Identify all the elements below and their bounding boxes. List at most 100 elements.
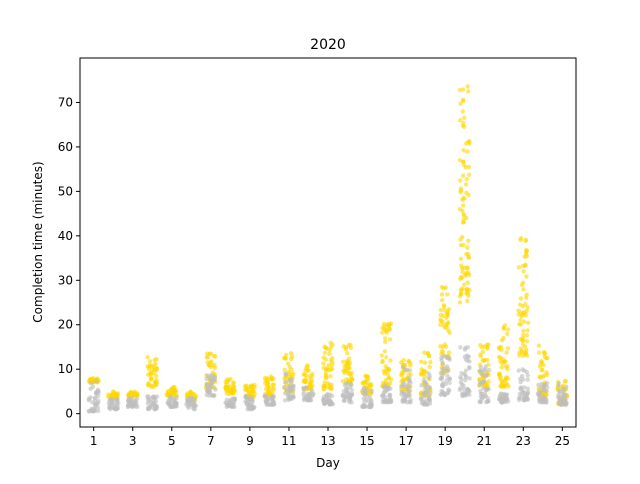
data-point (461, 216, 466, 222)
data-point (153, 373, 159, 379)
data-point (483, 364, 488, 369)
data-point (283, 372, 288, 377)
data-point (466, 89, 471, 94)
data-point (209, 372, 214, 378)
data-point (457, 157, 463, 163)
y-tick-label: 0 (65, 407, 73, 421)
data-point (290, 391, 296, 397)
data-point (269, 377, 274, 382)
data-point (520, 280, 526, 285)
data-point (521, 319, 527, 324)
data-point (422, 350, 427, 355)
data-point (386, 323, 391, 329)
data-point (477, 382, 482, 388)
y-tick-label: 60 (58, 140, 73, 154)
data-point (460, 220, 466, 225)
data-point (542, 396, 547, 401)
data-point (327, 351, 332, 357)
data-point (447, 376, 453, 382)
data-point (440, 382, 445, 387)
data-point (457, 206, 463, 212)
data-point (384, 355, 389, 360)
data-point (382, 389, 388, 395)
data-point (466, 164, 472, 170)
data-point (445, 373, 450, 379)
data-point (500, 397, 506, 402)
data-point (115, 399, 120, 404)
data-point (307, 385, 313, 390)
data-point (251, 405, 256, 410)
data-point (458, 292, 464, 297)
data-point (383, 364, 388, 369)
data-point (458, 186, 464, 191)
data-point (439, 348, 445, 354)
data-point (272, 401, 277, 407)
data-point (462, 265, 467, 271)
data-point (379, 353, 384, 358)
data-point (440, 298, 445, 303)
data-point (486, 367, 492, 373)
data-point (419, 383, 424, 388)
data-point (506, 384, 511, 389)
data-point (126, 398, 131, 403)
data-point (425, 350, 431, 356)
data-point (442, 307, 447, 313)
data-point (306, 391, 311, 396)
data-point (130, 396, 135, 401)
data-point (422, 360, 428, 365)
data-point (187, 402, 192, 408)
data-point (166, 389, 171, 394)
data-point (466, 238, 471, 243)
data-point (462, 347, 468, 352)
data-point (110, 389, 116, 394)
data-point (289, 372, 294, 377)
data-point (446, 350, 452, 355)
data-point (525, 305, 530, 310)
y-tick-label: 20 (58, 318, 73, 332)
data-point (463, 374, 469, 380)
data-point (419, 359, 424, 364)
data-point (87, 409, 92, 414)
data-point (427, 396, 432, 402)
data-point (467, 389, 472, 394)
data-point (479, 391, 484, 397)
data-point (362, 400, 367, 405)
data-point (467, 376, 472, 381)
data-point (379, 330, 385, 335)
data-point (250, 398, 255, 403)
data-point (523, 238, 528, 243)
data-point (443, 285, 449, 290)
data-point (246, 395, 251, 400)
data-point (440, 344, 446, 349)
data-point (330, 359, 335, 365)
data-point (477, 399, 483, 405)
data-point (499, 380, 505, 385)
data-point (204, 382, 210, 387)
data-point (108, 406, 113, 412)
data-point (244, 383, 249, 388)
data-point (461, 212, 466, 217)
y-tick-label: 50 (58, 184, 73, 198)
x-tick-label: 25 (555, 434, 570, 448)
data-point (96, 390, 101, 395)
data-point (458, 178, 463, 183)
data-point (446, 320, 451, 325)
data-point (153, 361, 158, 367)
data-point (148, 399, 153, 404)
data-point (564, 384, 569, 389)
data-point (441, 313, 446, 318)
data-point (544, 400, 549, 405)
data-point (249, 383, 254, 388)
y-axis-ticks: 0 10 20 30 40 50 60 70 (58, 95, 80, 421)
data-point (114, 393, 119, 398)
data-point (536, 350, 542, 355)
data-point (439, 284, 445, 290)
data-point (382, 386, 388, 392)
data-point (518, 322, 523, 327)
data-point (244, 402, 250, 407)
x-tick-label: 23 (516, 434, 531, 448)
data-point (462, 115, 467, 121)
data-point (556, 381, 561, 386)
data-point (153, 403, 159, 408)
data-point (349, 377, 355, 382)
